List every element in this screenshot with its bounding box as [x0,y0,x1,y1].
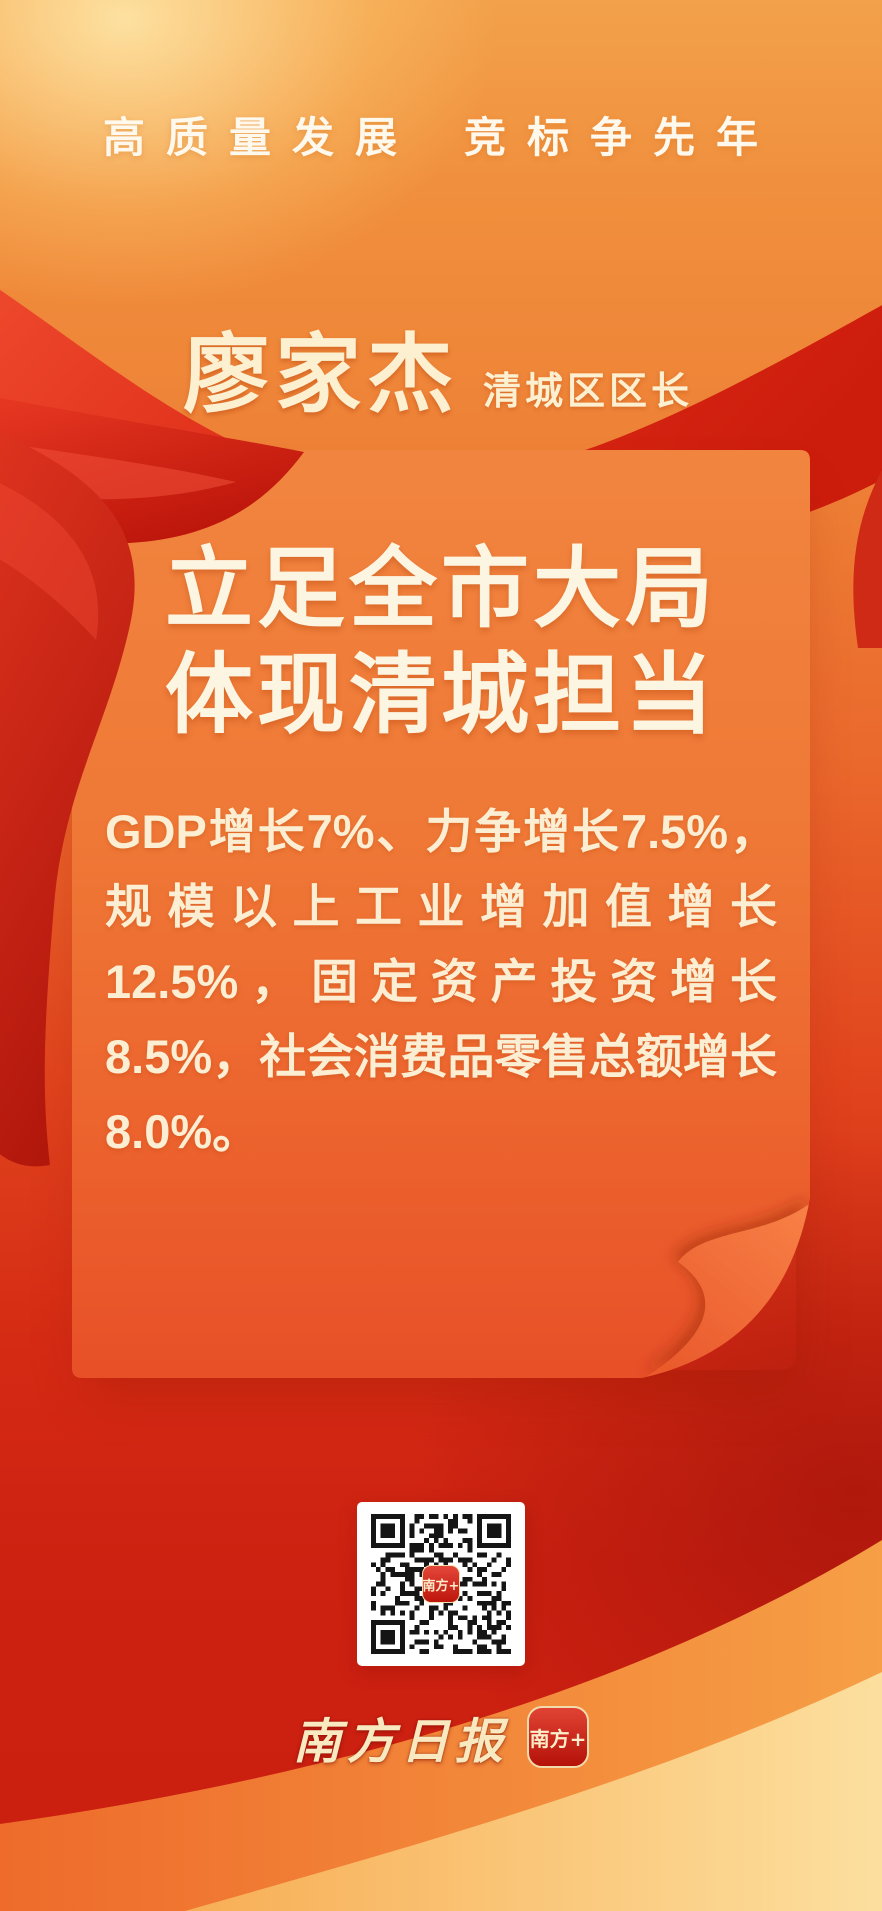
card-title-line-2: 体现清城担当 [164,645,717,744]
speaker-name: 廖家杰 [183,324,459,425]
card-body-text: GDP增长7%、力争增长7.5%，规模以上工业增加值增长12.5%，固定资产投资… [105,805,777,1158]
nanfang-plus-app-icon-small: 南方+ [422,1565,460,1603]
footer-brand: 南方日报 南方+ [0,1702,882,1772]
app-icon-label: 南方+ [529,1726,587,1751]
card-title-line-1: 立足全市大局 [164,539,717,638]
qr-code: 南方+ [357,1502,525,1666]
speaker-title: 清城区区长 [483,368,694,413]
header-slogan-left: 高质量发展 [102,114,418,161]
qr-center-logo-label: 南方+ [422,1578,460,1594]
nanfang-plus-app-icon: 南方+ [527,1706,589,1768]
header-slogan-right: 竞标争先年 [464,114,780,161]
newspaper-logotype: 南方日报 [292,1714,509,1770]
quote-card: 立足全市大局 体现清城担当 GDP增长7%、力争增长7.5%，规模以上工业增加值… [72,450,810,1378]
speaker-block: 廖家杰 清城区区长 [183,332,693,418]
header-slogan: 高质量发展 竞标争先年 [0,104,882,165]
